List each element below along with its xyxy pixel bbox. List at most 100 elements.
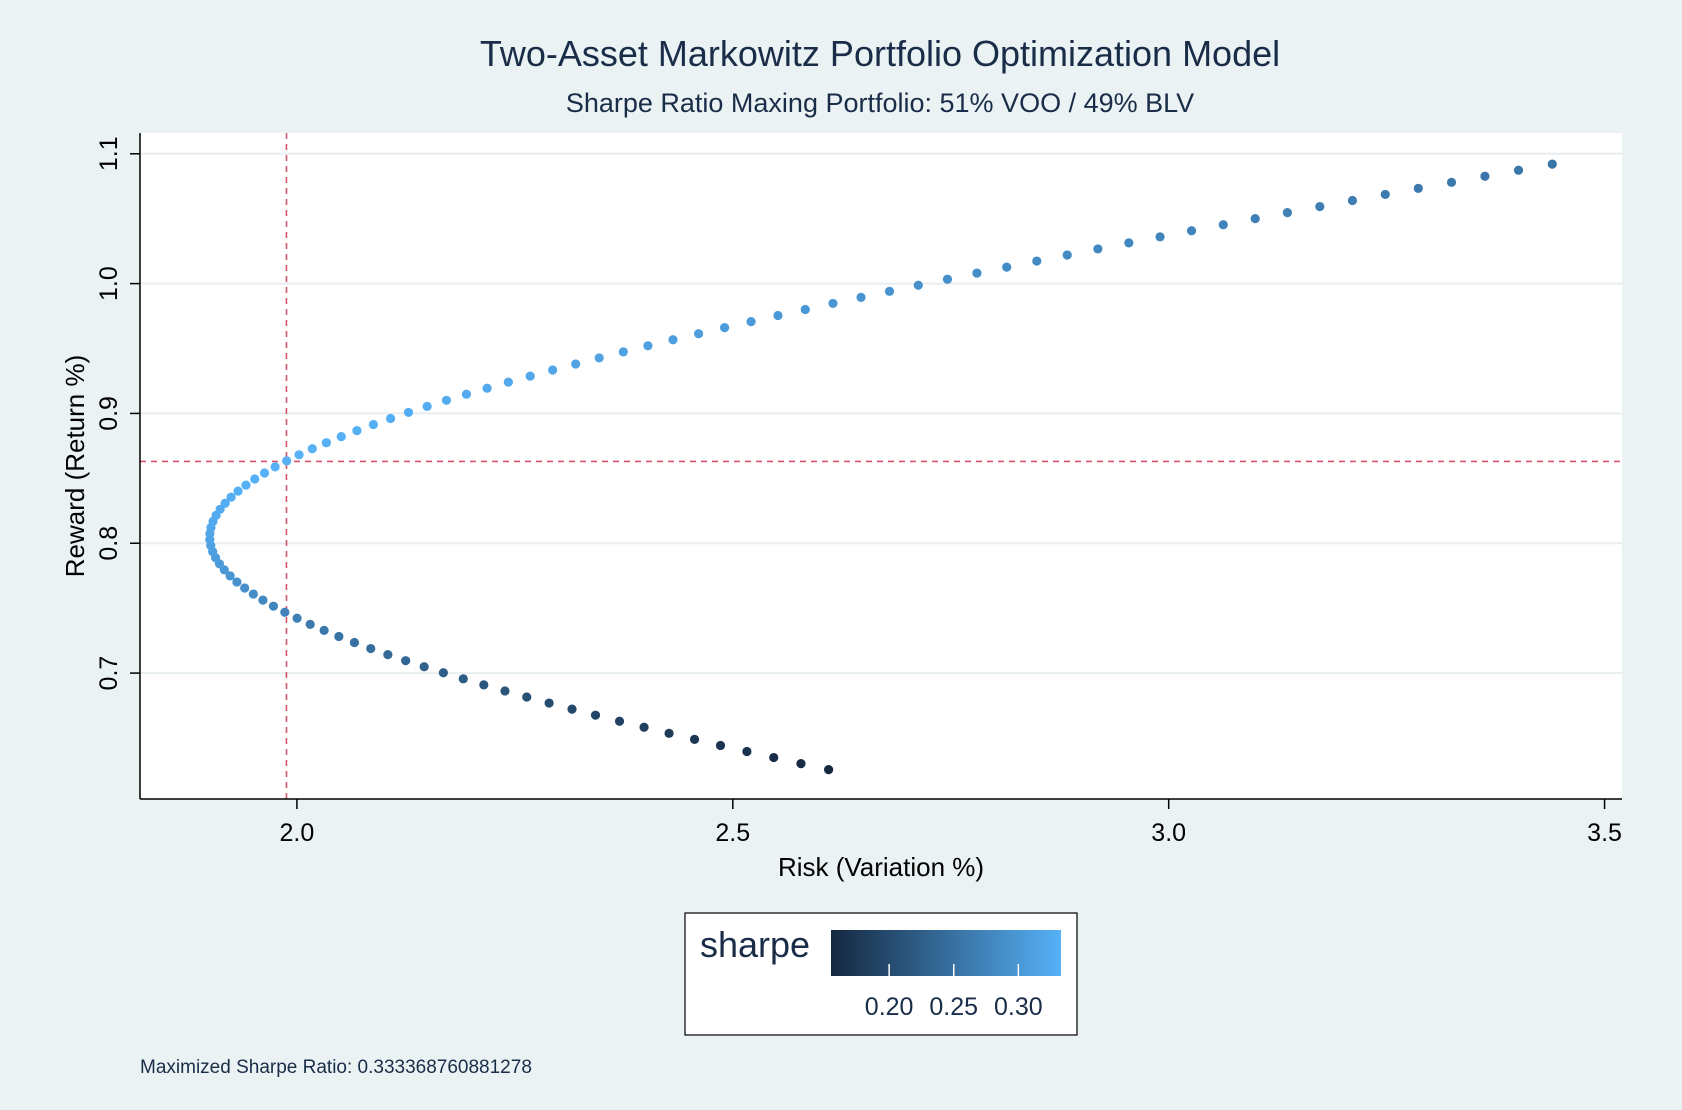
plot-area (140, 133, 1622, 799)
data-point (458, 674, 468, 684)
data-point (307, 444, 317, 454)
data-point (233, 486, 243, 496)
data-point (292, 613, 302, 623)
data-point (220, 498, 230, 508)
y-tick-label: 0.8 (95, 526, 123, 561)
data-point (1282, 207, 1293, 218)
colorbar-legend: sharpe 0.20 0.25 0.30 (684, 912, 1078, 1036)
data-point (856, 292, 866, 302)
data-point (567, 704, 577, 714)
data-point (321, 438, 331, 448)
data-point (972, 268, 982, 278)
data-point (828, 298, 838, 309)
data-point (226, 492, 236, 502)
data-point (366, 643, 376, 654)
data-point (268, 601, 279, 611)
data-point (259, 468, 270, 478)
data-point (571, 359, 581, 369)
data-point (1186, 226, 1197, 236)
data-point (482, 383, 492, 393)
data-point (1218, 220, 1228, 230)
data-point (824, 765, 834, 775)
data-point (368, 419, 378, 430)
data-point (614, 716, 625, 726)
data-point (594, 353, 604, 363)
data-point (500, 686, 510, 696)
data-point (1315, 201, 1325, 212)
data-point (403, 407, 414, 418)
data-point (884, 286, 895, 296)
x-tick-label: 3.0 (1151, 819, 1186, 847)
data-point (1032, 256, 1042, 266)
data-point (590, 710, 601, 720)
data-point (689, 734, 700, 744)
chart-title: Two-Asset Markowitz Portfolio Optimizati… (480, 33, 1280, 74)
colorbar-tick-label: 0.25 (929, 993, 978, 1021)
data-point (319, 625, 329, 635)
data-point (719, 323, 730, 333)
data-point (942, 274, 953, 284)
footnote: Maximized Sharpe Ratio: 0.33336876088127… (140, 1057, 532, 1078)
data-point (800, 304, 810, 315)
x-axis-label: Risk (Variation %) (778, 852, 984, 882)
data-point (769, 752, 779, 763)
data-point (334, 631, 344, 642)
data-point (438, 668, 448, 678)
x-tick-label: 2.5 (715, 819, 750, 847)
data-point (270, 462, 280, 472)
x-tick-label: 3.5 (1587, 819, 1622, 847)
data-point (1380, 189, 1390, 200)
data-point (1347, 195, 1358, 206)
data-point (1446, 177, 1457, 187)
y-tick-label: 1.0 (95, 266, 123, 301)
data-point (232, 577, 242, 587)
y-tick-label: 0.9 (95, 396, 123, 431)
data-point (1002, 262, 1012, 272)
data-point (639, 722, 649, 732)
chart-subtitle: Sharpe Ratio Maxing Portfolio: 51% VOO /… (566, 88, 1194, 118)
colorbar-ticks: 0.20 0.25 0.30 (865, 964, 1043, 1021)
data-point (225, 571, 235, 581)
data-point (479, 680, 489, 690)
y-tick-label: 1.1 (95, 136, 123, 171)
colorbar-gradient (831, 930, 1061, 976)
data-point (503, 377, 513, 387)
data-point (441, 395, 452, 405)
data-point (548, 365, 558, 375)
data-point (913, 280, 923, 290)
data-point (715, 740, 726, 751)
y-axis-ticks: 0.7 0.8 0.9 1.0 1.1 (95, 136, 140, 690)
data-point (294, 450, 304, 460)
data-point (248, 589, 258, 599)
data-point (668, 335, 678, 345)
data-point (250, 474, 260, 484)
data-point (643, 341, 653, 351)
colorbar-title: sharpe (700, 924, 810, 965)
data-point (1250, 214, 1260, 224)
data-point (349, 637, 360, 648)
reference-lines (140, 133, 1622, 799)
data-point (693, 329, 704, 339)
data-point (1413, 183, 1423, 193)
data-point (664, 728, 674, 738)
data-point (1547, 159, 1557, 169)
x-tick-label: 2.0 (280, 819, 315, 847)
data-point (258, 595, 268, 605)
y-axis-label: Reward (Return %) (60, 355, 90, 578)
data-point (522, 692, 532, 702)
data-point (1093, 244, 1103, 254)
data-point (336, 432, 346, 442)
data-point (383, 650, 393, 660)
data-point (305, 619, 315, 629)
data-point (385, 413, 396, 424)
data-point (240, 583, 250, 593)
colorbar-tick-label: 0.20 (865, 993, 914, 1021)
data-point (215, 504, 225, 514)
data-point (401, 656, 411, 666)
grid-lines (140, 152, 1622, 675)
data-point (422, 401, 432, 411)
colorbar-tick-label: 0.30 (994, 993, 1043, 1021)
data-point (544, 698, 554, 708)
